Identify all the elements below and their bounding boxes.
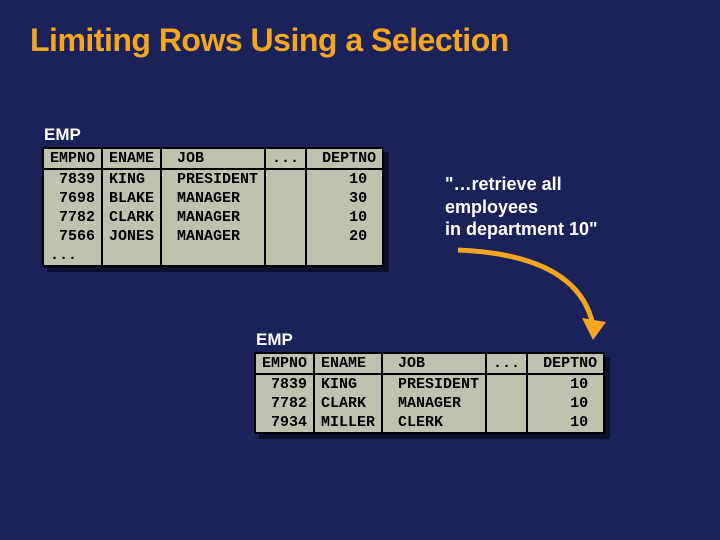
table-row: 7566 JONES MANAGER 20	[43, 227, 383, 246]
quote-line: "…retrieve all	[445, 173, 598, 196]
quote-line: employees	[445, 196, 598, 219]
table1-wrap: EMP EMPNO ENAME JOB ... DEPTNO 7839 KING…	[42, 125, 384, 267]
t2-col-0: EMPNO	[255, 353, 314, 374]
t2-col-3: ...	[486, 353, 527, 374]
t1-col-2: JOB	[161, 148, 265, 169]
t1-col-4: DEPTNO	[306, 148, 383, 169]
table2: EMPNO ENAME JOB ... DEPTNO 7839 KING PRE…	[254, 352, 605, 434]
table-row: 7782 CLARK MANAGER 10	[43, 208, 383, 227]
table-row: 7839 KING PRESIDENT 10	[43, 169, 383, 189]
t1-col-3: ...	[265, 148, 306, 169]
table-row: 7782 CLARK MANAGER 10	[255, 394, 604, 413]
quote-line: in department 10"	[445, 218, 598, 241]
t2-col-2: JOB	[382, 353, 486, 374]
t2-col-4: DEPTNO	[527, 353, 604, 374]
t1-col-0: EMPNO	[43, 148, 102, 169]
table1: EMPNO ENAME JOB ... DEPTNO 7839 KING PRE…	[42, 147, 384, 267]
quote-text: "…retrieve all employees in department 1…	[445, 173, 598, 241]
table-row: 7839 KING PRESIDENT 10	[255, 374, 604, 394]
table-row: 7698 BLAKE MANAGER 30	[43, 189, 383, 208]
table-row: ...	[43, 246, 383, 266]
t1-col-1: ENAME	[102, 148, 161, 169]
t2-col-1: ENAME	[314, 353, 382, 374]
slide-title: Limiting Rows Using a Selection	[0, 0, 720, 59]
table1-label: EMP	[44, 125, 384, 145]
table2-label: EMP	[256, 330, 605, 350]
table-row: 7934 MILLER CLERK 10	[255, 413, 604, 433]
table2-wrap: EMP EMPNO ENAME JOB ... DEPTNO 7839 KING…	[254, 330, 605, 434]
